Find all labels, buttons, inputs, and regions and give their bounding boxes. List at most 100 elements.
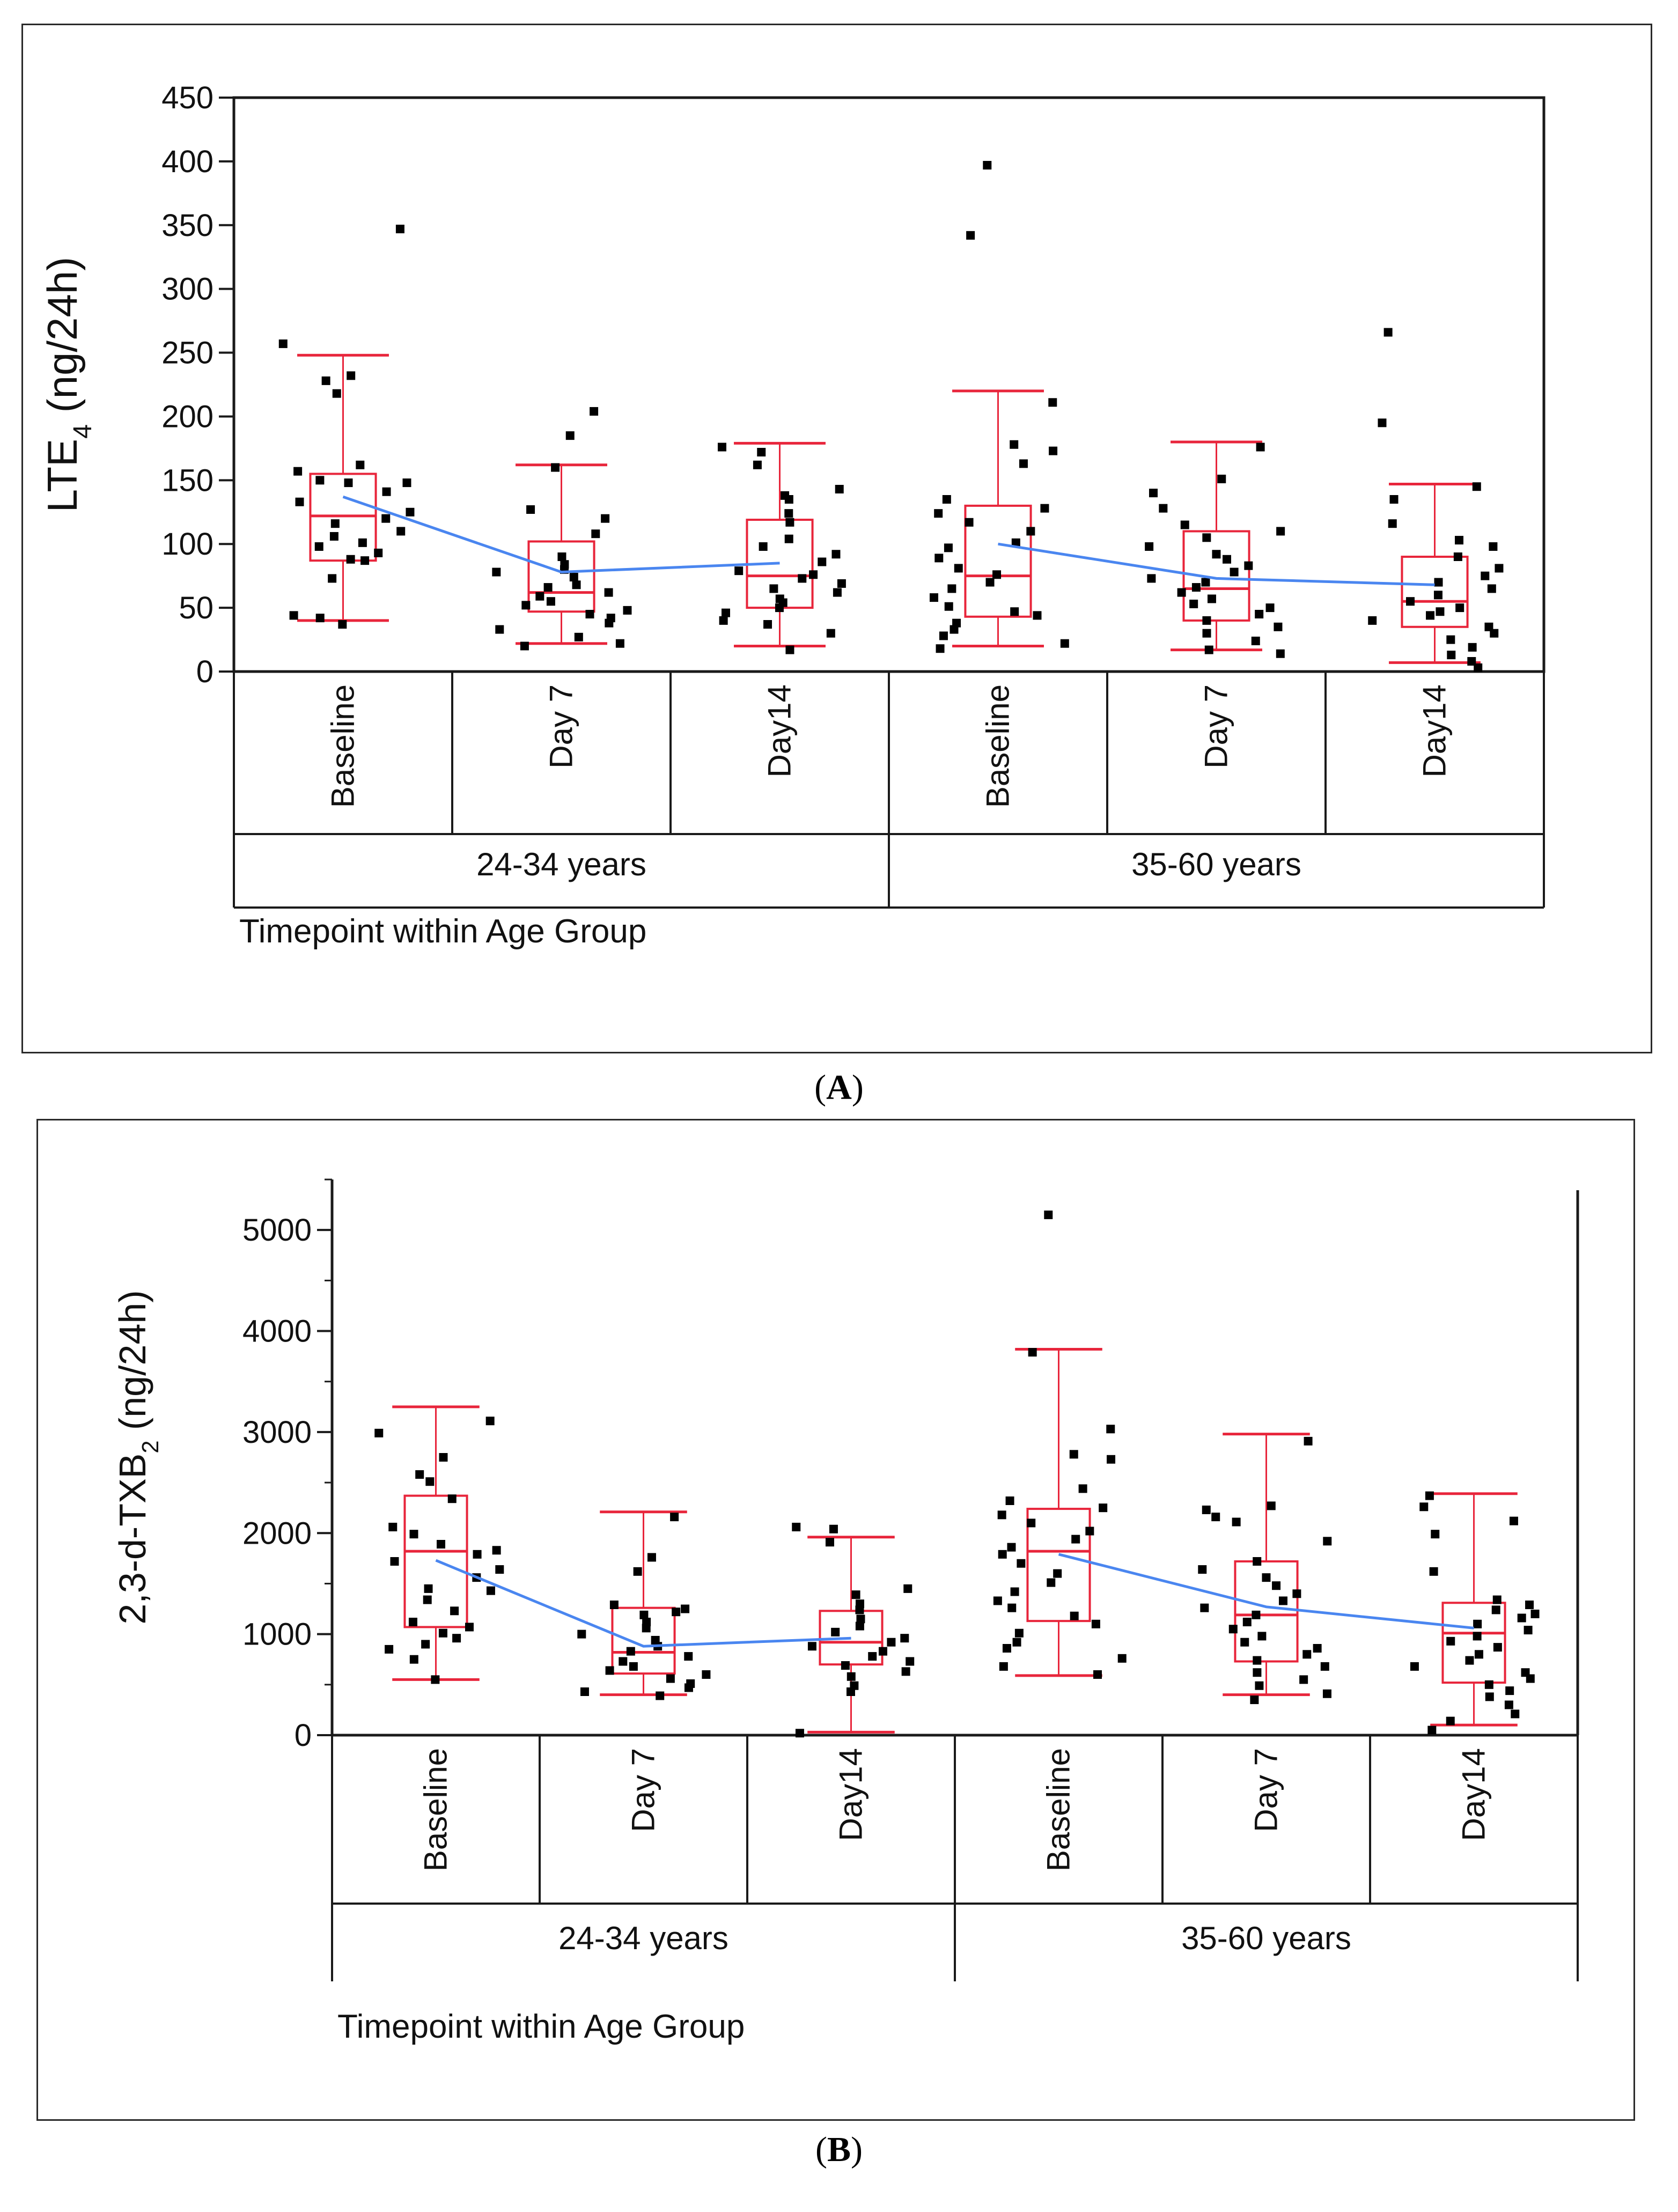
box-iqr xyxy=(1026,1508,1091,1623)
data-point xyxy=(1265,603,1275,613)
data-point xyxy=(1484,1680,1493,1689)
data-point xyxy=(409,1530,418,1539)
data-point xyxy=(851,1590,860,1599)
box-iqr xyxy=(964,504,1032,618)
y-tick-label: 200 xyxy=(161,399,214,434)
data-point xyxy=(997,1510,1006,1520)
data-point xyxy=(450,1606,459,1616)
panel-a-label: A xyxy=(826,1068,852,1107)
mean-line xyxy=(1058,1553,1474,1629)
data-point xyxy=(829,1524,838,1533)
data-point xyxy=(681,1604,690,1613)
data-point xyxy=(546,597,555,606)
data-point xyxy=(1048,398,1057,407)
data-point xyxy=(619,1657,628,1666)
box-iqr xyxy=(1401,556,1469,628)
data-point xyxy=(807,1642,816,1651)
data-point xyxy=(784,509,793,518)
data-point xyxy=(831,1627,840,1636)
data-point xyxy=(992,570,1002,579)
data-point xyxy=(438,1628,447,1638)
data-point xyxy=(315,614,325,623)
data-point xyxy=(1107,1455,1116,1464)
mean-line xyxy=(435,1559,851,1648)
data-point xyxy=(837,579,846,588)
data-point xyxy=(1526,1674,1535,1683)
data-point xyxy=(591,529,600,539)
data-point xyxy=(906,1657,915,1666)
data-point xyxy=(278,339,288,348)
data-point xyxy=(1425,1491,1434,1500)
data-point xyxy=(1017,1559,1026,1568)
data-point xyxy=(1406,597,1415,606)
data-point xyxy=(381,514,391,523)
data-point xyxy=(1252,1610,1261,1619)
data-point xyxy=(1473,1632,1482,1641)
panel-a: 0 50 100 150 200 250 300 350 400 450 LTE4 (ng/24h)… xyxy=(21,24,1652,1053)
data-point xyxy=(719,616,728,625)
data-point xyxy=(520,642,529,651)
data-point xyxy=(702,1670,711,1679)
data-point xyxy=(833,588,842,597)
data-point xyxy=(1044,1210,1053,1219)
data-point xyxy=(590,407,599,416)
data-point xyxy=(569,573,578,582)
data-point xyxy=(1253,1668,1262,1677)
data-point xyxy=(795,1729,804,1738)
data-point xyxy=(395,224,404,233)
y-tick-label: 50 xyxy=(179,591,214,625)
data-point xyxy=(332,389,341,398)
data-point xyxy=(998,1550,1007,1559)
data-point xyxy=(358,538,367,547)
data-point xyxy=(769,584,778,593)
data-point xyxy=(855,1605,864,1614)
data-point xyxy=(1010,440,1019,449)
data-point xyxy=(1093,1670,1102,1679)
data-point xyxy=(421,1640,430,1649)
data-point xyxy=(901,1667,910,1676)
data-point xyxy=(1180,520,1189,529)
data-point xyxy=(1434,578,1443,587)
data-point xyxy=(473,1550,482,1559)
data-point xyxy=(1198,1565,1207,1574)
data-point xyxy=(543,583,553,592)
data-point xyxy=(321,376,330,385)
data-point xyxy=(1378,418,1387,427)
data-point xyxy=(1272,1581,1281,1590)
data-point xyxy=(1489,542,1498,551)
data-point xyxy=(1255,1681,1264,1690)
data-point xyxy=(847,1672,856,1681)
data-point xyxy=(605,1666,614,1675)
data-point xyxy=(1010,607,1019,616)
data-point xyxy=(792,1522,801,1531)
timepoint-label: Day 7 xyxy=(625,1748,661,1832)
data-point xyxy=(798,574,807,583)
data-point xyxy=(818,557,827,566)
data-point xyxy=(983,161,992,170)
data-point xyxy=(415,1470,424,1479)
data-point xyxy=(447,1494,457,1503)
data-point xyxy=(1099,1503,1108,1513)
data-point xyxy=(1453,552,1462,561)
data-point xyxy=(1431,1530,1440,1539)
data-point xyxy=(1028,1348,1037,1357)
data-point xyxy=(465,1623,474,1632)
data-point xyxy=(1504,1700,1513,1709)
timepoint-label: Day14 xyxy=(762,684,798,777)
data-point xyxy=(1159,504,1168,513)
data-point xyxy=(1485,1692,1494,1701)
data-point xyxy=(1472,482,1481,491)
timepoint-label: Baseline xyxy=(418,1748,454,1871)
box-iqr xyxy=(611,1606,676,1675)
data-point xyxy=(670,1513,679,1522)
y-tick-label: 2000 xyxy=(242,1516,312,1551)
data-point xyxy=(1433,591,1443,600)
data-point xyxy=(1323,1537,1332,1546)
data-point xyxy=(1078,1484,1087,1493)
data-point xyxy=(775,603,784,613)
data-point xyxy=(492,567,501,577)
data-point xyxy=(1257,1632,1267,1641)
data-point xyxy=(1212,550,1221,559)
data-point xyxy=(601,514,610,523)
data-point xyxy=(1147,574,1156,583)
